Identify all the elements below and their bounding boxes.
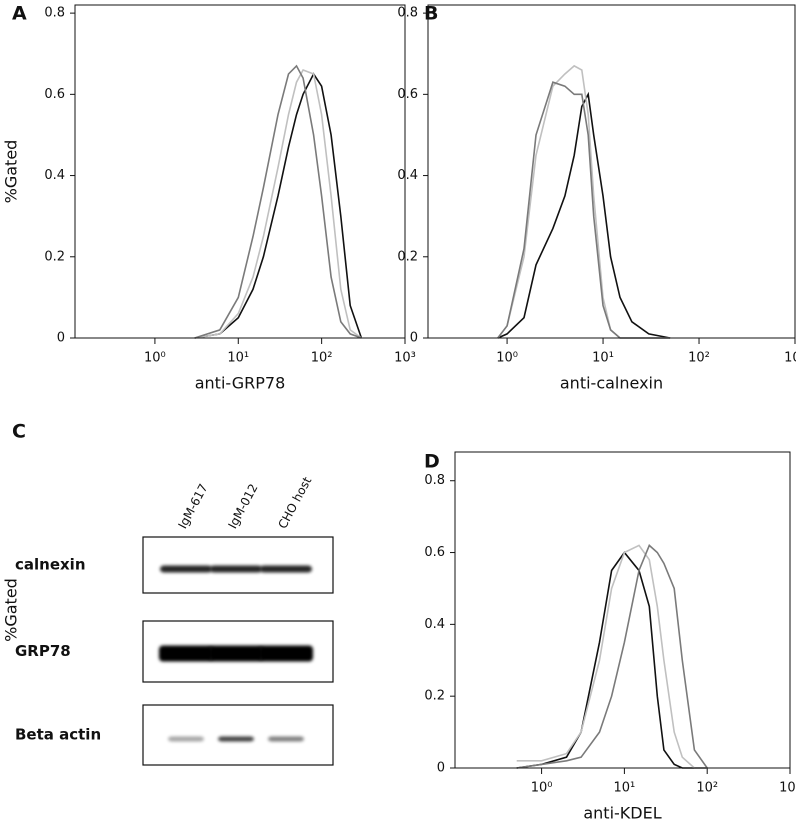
y-tick-label: 0.6 xyxy=(424,545,445,560)
y-tick-label: 0.2 xyxy=(397,249,418,264)
y-tick-label: 0.8 xyxy=(424,473,445,488)
lane-label: IgM-617 xyxy=(175,481,210,531)
histogram-line xyxy=(516,551,708,769)
x-axis-label: anti-GRP78 xyxy=(195,374,286,393)
x-tick-label: 10¹ xyxy=(614,781,636,796)
x-tick-label: 10¹ xyxy=(227,351,249,366)
x-tick-label: 10¹ xyxy=(592,351,614,366)
y-tick-label: 0 xyxy=(410,331,418,346)
x-tick-label: 10⁰ xyxy=(496,351,518,366)
blot-frame xyxy=(142,704,334,766)
y-axis-label: %Gated xyxy=(2,140,21,204)
band xyxy=(268,736,304,742)
band xyxy=(218,736,254,742)
y-tick-label: 0.2 xyxy=(44,249,65,264)
y-tick-label: 0.6 xyxy=(397,87,418,102)
x-axis-label: anti-KDEL xyxy=(583,804,661,823)
histogram-line xyxy=(194,72,363,339)
lane-label: CHO host xyxy=(275,474,314,531)
plot-frame xyxy=(74,4,406,339)
row-label: GRP78 xyxy=(15,642,71,660)
y-tick-label: 0.4 xyxy=(44,168,65,183)
band xyxy=(209,645,263,662)
y-tick-label: 0.4 xyxy=(424,617,445,632)
lane-label: IgM-012 xyxy=(225,481,260,531)
band xyxy=(160,565,212,573)
panel-label: A xyxy=(12,3,27,25)
histogram-line xyxy=(497,81,671,339)
x-tick-label: 10² xyxy=(696,781,718,796)
histogram-line xyxy=(194,64,362,339)
band xyxy=(259,645,313,662)
y-tick-label: 0.2 xyxy=(424,689,445,704)
y-tick-label: 0.6 xyxy=(44,87,65,102)
y-tick-label: 0.8 xyxy=(44,6,65,21)
histogram-line xyxy=(516,544,708,769)
histogram-line xyxy=(194,69,362,339)
y-tick-label: 0.8 xyxy=(397,6,418,21)
histogram-line xyxy=(516,544,708,769)
x-tick-label: 10⁰ xyxy=(144,351,166,366)
x-tick-label: 10³ xyxy=(784,351,796,366)
row-label: calnexin xyxy=(15,556,86,574)
plot-frame xyxy=(427,4,796,339)
panel-label: C xyxy=(12,421,26,443)
band xyxy=(168,736,204,742)
band xyxy=(260,565,312,573)
y-tick-label: 0 xyxy=(437,761,445,776)
x-tick-label: 10² xyxy=(688,351,710,366)
y-axis-label: %Gated xyxy=(2,578,21,642)
x-tick-label: 10³ xyxy=(394,351,416,366)
y-tick-label: 0 xyxy=(57,331,65,346)
x-tick-label: 10³ xyxy=(779,781,796,796)
plot-frame xyxy=(454,451,791,769)
blot-frame xyxy=(142,536,334,594)
row-label: Beta actin xyxy=(15,726,101,744)
x-tick-label: 10⁰ xyxy=(531,781,553,796)
panel-label: D xyxy=(424,451,440,473)
x-axis-label: anti-calnexin xyxy=(560,374,663,393)
x-tick-label: 10² xyxy=(311,351,333,366)
y-tick-label: 0.4 xyxy=(397,168,418,183)
histogram-line xyxy=(497,91,671,339)
band xyxy=(159,645,213,662)
band xyxy=(210,565,262,573)
